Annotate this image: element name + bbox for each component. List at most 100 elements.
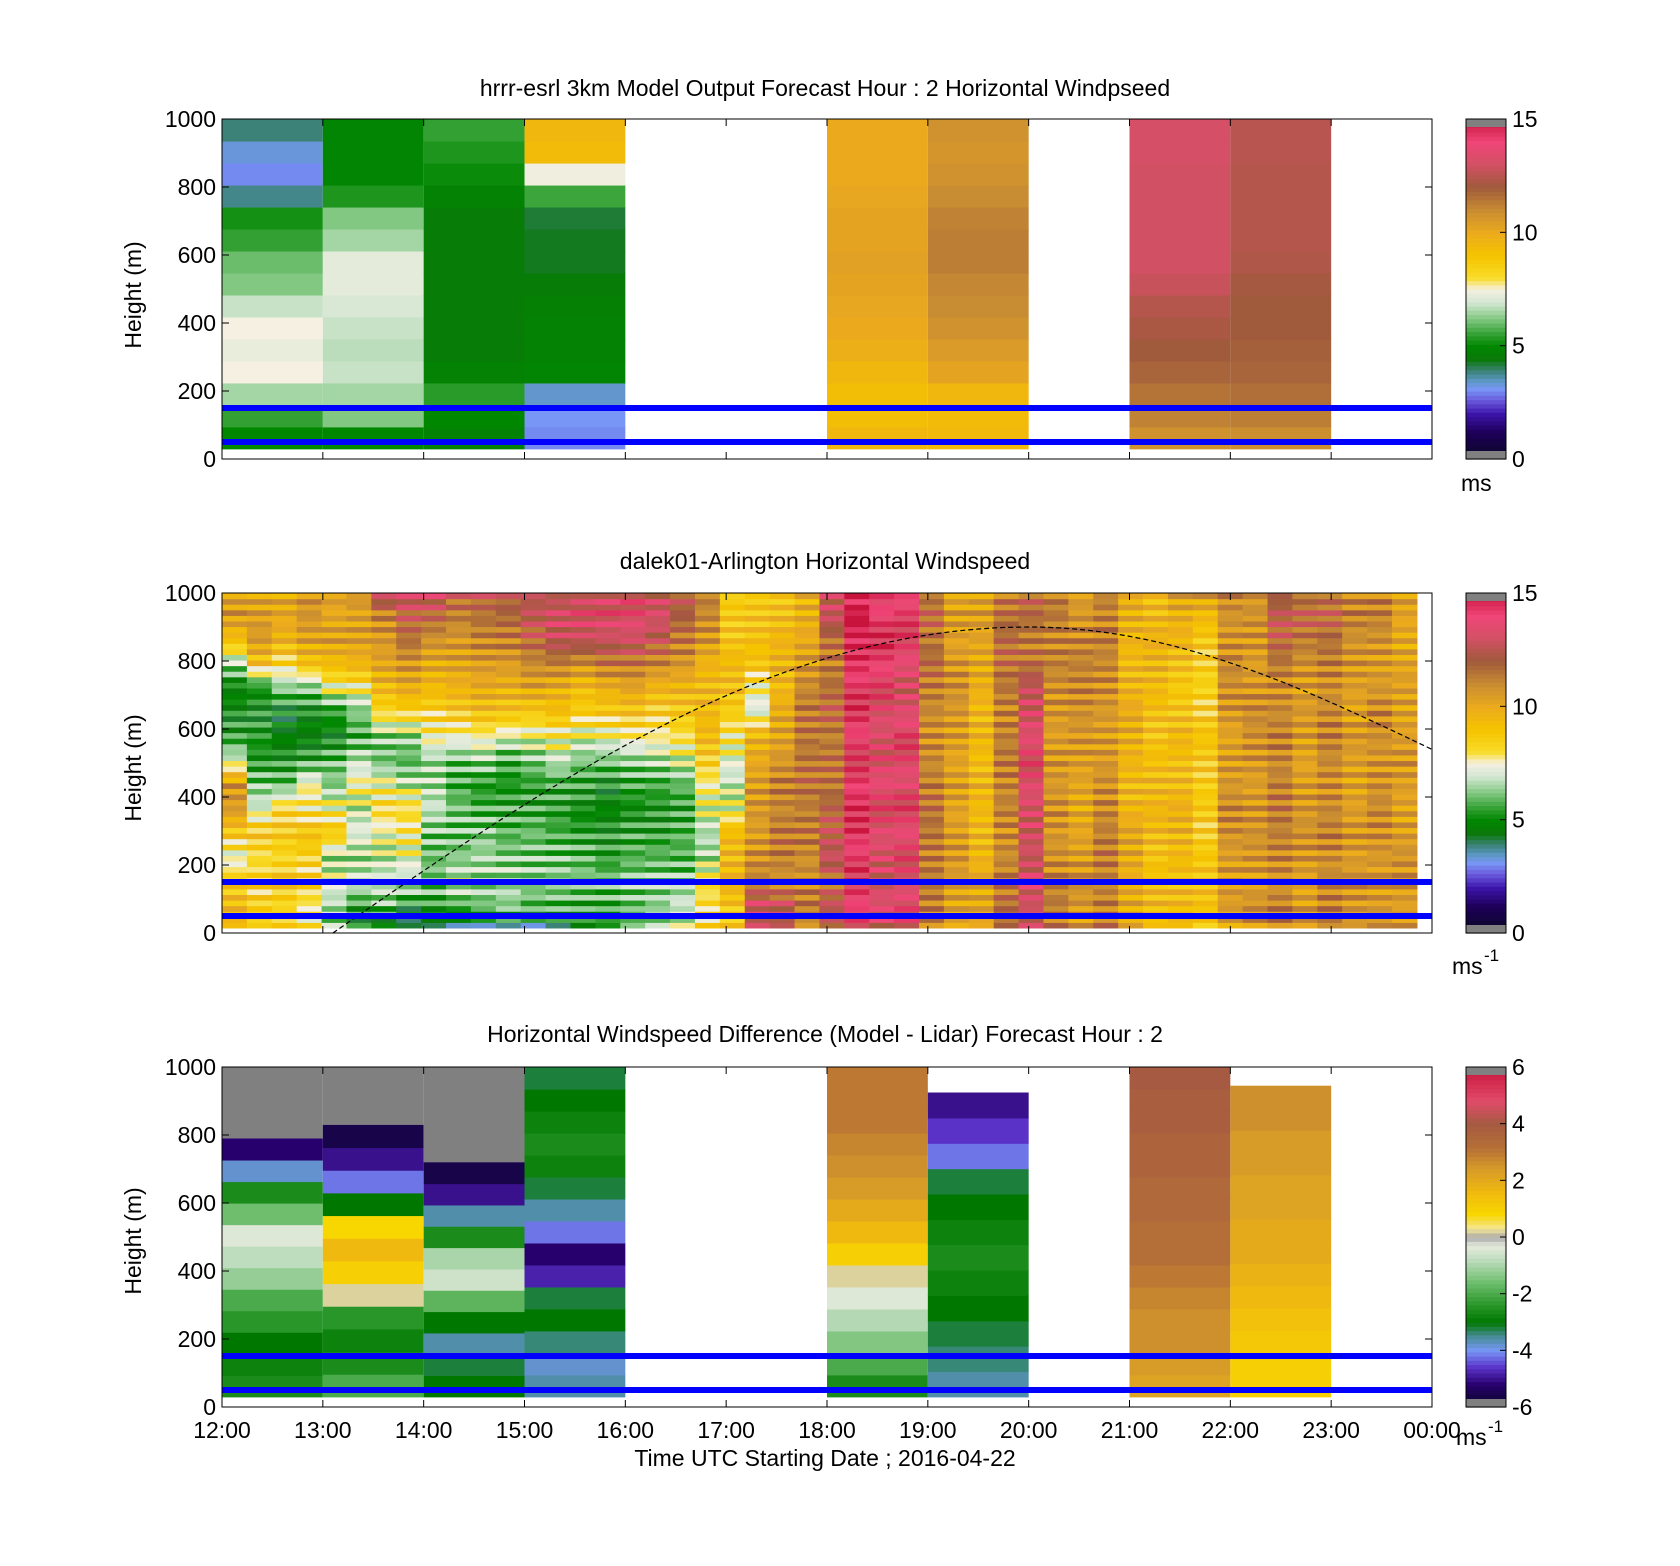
heatmap-cell [670, 671, 696, 678]
heatmap-cell [993, 799, 1020, 806]
heatmap-cell [470, 855, 497, 862]
heatmap-cell [1242, 788, 1269, 795]
heatmap-cell [421, 749, 447, 756]
colorbar-segment [1466, 741, 1506, 747]
heatmap-cell [396, 648, 422, 655]
colorbar-segment [1466, 707, 1506, 713]
heatmap-cell [495, 805, 522, 812]
heatmap-cell [470, 905, 497, 912]
colorbar-segment [1466, 665, 1506, 671]
heatmap-cell [520, 866, 547, 873]
heatmap-cell [844, 738, 870, 745]
colorbar-segment [1466, 907, 1506, 913]
heatmap-cell [1068, 665, 1094, 672]
heatmap-cell [694, 771, 721, 778]
heatmap-cell [1292, 693, 1318, 700]
heatmap-cell [1192, 710, 1219, 717]
heatmap-cell [1230, 1285, 1332, 1309]
heatmap-cell [719, 699, 746, 706]
heatmap-cell [1192, 833, 1219, 840]
heatmap-cell [296, 620, 323, 628]
heatmap-cell [1267, 738, 1294, 745]
heatmap-cell [396, 615, 422, 622]
heatmap-cell [919, 732, 945, 739]
heatmap-cell [670, 793, 696, 801]
heatmap-cell [620, 827, 646, 834]
heatmap-cell [1391, 598, 1418, 605]
heatmap-cell [993, 643, 1020, 650]
heatmap-cell [222, 726, 248, 734]
heatmap-cell [869, 883, 895, 890]
colorbar-segment [1466, 1092, 1506, 1098]
heatmap-cell [869, 687, 895, 695]
heatmap-cell [296, 821, 323, 829]
heatmap-cell [719, 726, 746, 734]
heatmap-cell [520, 676, 547, 683]
heatmap-cell [446, 855, 472, 862]
y-tick-label: 1000 [165, 580, 216, 606]
heatmap-cell [1093, 849, 1119, 856]
heatmap-cell [322, 162, 424, 186]
heatmap-cell [246, 699, 273, 706]
heatmap-cell [446, 665, 472, 672]
x-tick-label: 14:00 [395, 1417, 453, 1443]
heatmap-cell [570, 637, 596, 644]
heatmap-cell [1167, 916, 1194, 923]
heatmap-cell [222, 316, 323, 340]
heatmap-cell [1342, 726, 1368, 734]
heatmap-cell [719, 844, 746, 851]
heatmap-cell [545, 682, 572, 689]
heatmap-cell [1267, 760, 1294, 767]
heatmap-cell [371, 905, 397, 912]
heatmap-cell [346, 916, 372, 923]
heatmap-cell [1118, 860, 1144, 868]
heatmap-cell [968, 710, 995, 717]
heatmap-cell [894, 726, 920, 734]
heatmap-cell [645, 604, 671, 611]
heatmap-cell [943, 899, 970, 907]
heatmap-cell [694, 838, 721, 845]
heatmap-cell [869, 682, 895, 689]
heatmap-cell [322, 360, 424, 384]
heatmap-cell [1391, 799, 1418, 806]
colorbar-segment [1466, 818, 1506, 824]
heatmap-cell [670, 749, 696, 756]
heatmap-cell [769, 838, 796, 845]
heatmap-cell [968, 838, 995, 845]
heatmap-cell [246, 749, 273, 756]
heatmap-cell [595, 922, 621, 929]
heatmap-cell [869, 905, 895, 912]
heatmap-cell [993, 883, 1020, 890]
heatmap-cell [222, 810, 248, 817]
heatmap-cell [1317, 637, 1343, 644]
heatmap-cell [1391, 805, 1418, 812]
heatmap-cell [322, 1170, 424, 1194]
heatmap-cell [396, 905, 422, 912]
heatmap-cell [1267, 721, 1294, 728]
heatmap-cell [943, 593, 970, 600]
colorbar-segment [1466, 894, 1506, 900]
heatmap-cell [844, 710, 870, 717]
heatmap-cell [222, 1289, 323, 1312]
heatmap-cell [1143, 799, 1169, 806]
heatmap-cell [769, 816, 796, 823]
heatmap-cell [919, 749, 945, 756]
heatmap-cell [869, 844, 895, 851]
heatmap-cell [1192, 782, 1219, 789]
heatmap-cell [296, 687, 323, 695]
heatmap-cell [1292, 888, 1318, 896]
heatmap-cell [794, 620, 821, 628]
heatmap-cell [1118, 916, 1144, 923]
heatmap-cell [819, 609, 845, 616]
colorbar-segment [1466, 1364, 1506, 1370]
heatmap-cell [1192, 754, 1219, 762]
heatmap-cell [670, 849, 696, 856]
heatmap-cell [520, 665, 547, 672]
heatmap-cell [346, 872, 372, 879]
heatmap-cell [1292, 659, 1318, 667]
heatmap-cell [595, 833, 621, 840]
heatmap-cell [1267, 816, 1294, 823]
heatmap-cell [1068, 888, 1094, 896]
heatmap-cell [794, 682, 821, 689]
heatmap-cell [844, 699, 870, 706]
